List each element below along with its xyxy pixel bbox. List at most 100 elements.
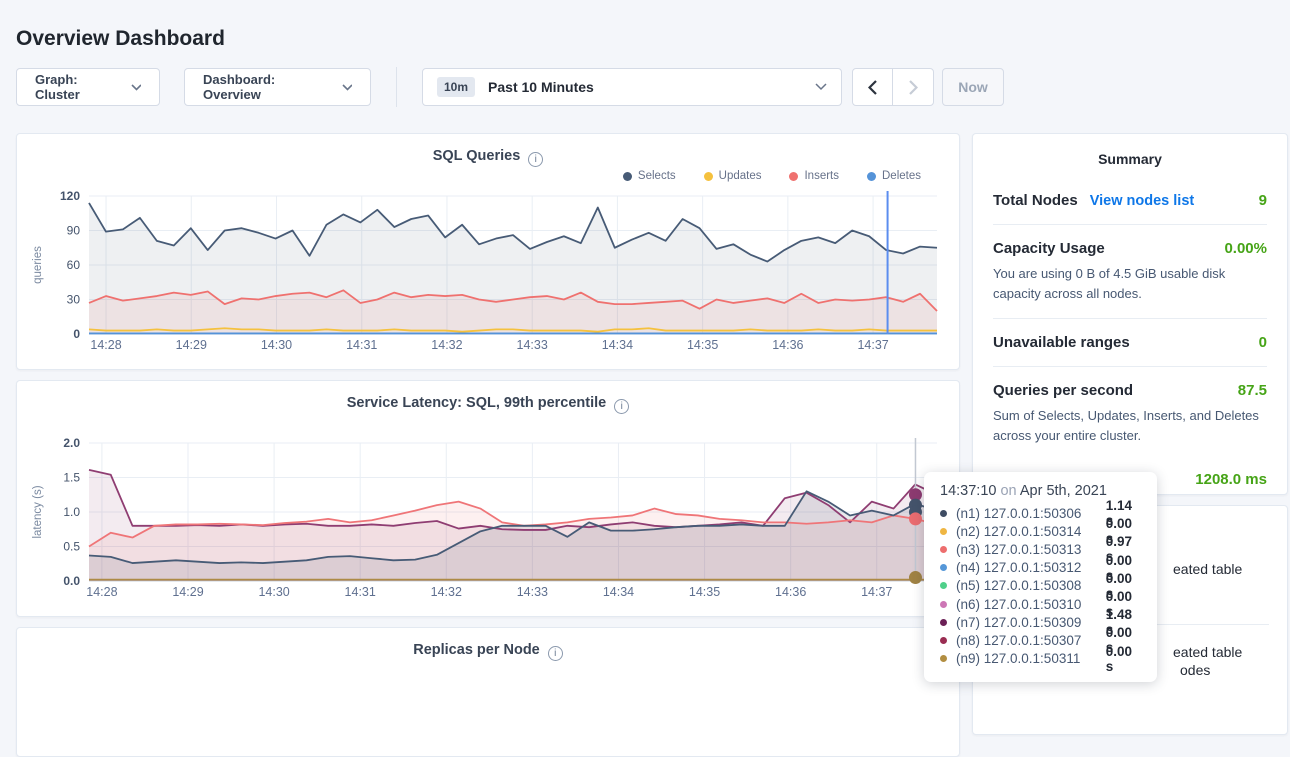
- svg-text:60: 60: [67, 258, 81, 272]
- sql-queries-card: SQL Queries i Selects Updates Inserts Delete…: [16, 133, 960, 370]
- chevron-down-icon: [131, 83, 141, 91]
- node-color-dot-icon: [940, 564, 947, 572]
- chart-hover-tooltip: 14:37:10 on Apr 5th, 2021 (n1) 127.0.0.1…: [924, 472, 1157, 682]
- summary-divider: [993, 318, 1267, 319]
- chevron-right-icon: [908, 79, 918, 95]
- tooltip-node-row: (n1) 127.0.0.1:50306 1.14 s: [940, 498, 1143, 528]
- summary-row-total-nodes: Total Nodes View nodes list 9: [993, 192, 1267, 209]
- svg-text:0.0: 0.0: [63, 574, 80, 588]
- legend-dot-icon: [867, 171, 876, 181]
- p99-latency-value: 1208.0 ms: [1195, 471, 1267, 488]
- replicas-per-node-card: Replicas per Node i: [16, 627, 960, 757]
- legend-item-deletes: Deletes: [867, 170, 921, 182]
- summary-row-qps: Queries per second 87.5: [993, 382, 1267, 399]
- graph-dropdown[interactable]: Graph: Cluster: [16, 68, 160, 106]
- tooltip-node-row: (n8) 127.0.0.1:50307 0.00 s: [940, 625, 1143, 655]
- svg-text:14:33: 14:33: [517, 338, 548, 352]
- tooltip-node-row: (n7) 127.0.0.1:50309 1.48 s: [940, 607, 1143, 637]
- summary-title: Summary: [1098, 151, 1162, 167]
- summary-divider: [993, 224, 1267, 225]
- dashboard-dropdown-label: Dashboard: Overview: [203, 72, 276, 102]
- svg-text:0.5: 0.5: [63, 540, 80, 554]
- replicas-title-row: Replicas per Node i: [17, 628, 959, 661]
- time-back-button[interactable]: [853, 69, 893, 105]
- svg-text:14:34: 14:34: [602, 338, 633, 352]
- tooltip-node-row: (n4) 127.0.0.1:50312 0.00 s: [940, 553, 1143, 583]
- svg-text:14:32: 14:32: [431, 585, 462, 599]
- summary-row-unavailable: Unavailable ranges 0: [993, 334, 1267, 351]
- node-color-dot-icon: [940, 545, 947, 553]
- summary-row-capacity: Capacity Usage 0.00%: [993, 240, 1267, 257]
- svg-text:120: 120: [60, 189, 80, 203]
- chevron-down-icon: [815, 83, 827, 91]
- total-nodes-label: Total Nodes: [993, 192, 1078, 209]
- sql-queries-title: SQL Queries: [432, 148, 521, 164]
- tooltip-node-row: (n2) 127.0.0.1:50314 0.00 s: [940, 516, 1143, 546]
- svg-text:14:29: 14:29: [172, 585, 203, 599]
- svg-text:0: 0: [73, 327, 80, 341]
- svg-text:1.5: 1.5: [63, 471, 80, 485]
- view-nodes-list-link[interactable]: View nodes list: [1089, 193, 1195, 209]
- svg-text:2.0: 2.0: [63, 436, 80, 450]
- tooltip-node-row: (n9) 127.0.0.1:50311 0.00 s: [940, 644, 1143, 674]
- total-nodes-value: 9: [1258, 192, 1267, 209]
- legend-dot-icon: [703, 171, 713, 181]
- time-range-badge: 10m: [437, 77, 476, 97]
- unavailable-ranges-value: 0: [1258, 334, 1267, 351]
- svg-text:14:32: 14:32: [431, 338, 462, 352]
- time-range-dropdown[interactable]: 10m Past 10 Minutes: [422, 68, 842, 106]
- svg-text:14:31: 14:31: [346, 338, 377, 352]
- event-item-fragment: odes: [1180, 662, 1211, 678]
- legend-item-selects: Selects: [622, 170, 676, 182]
- sql-legend: Selects Updates Inserts Deletes: [17, 166, 959, 186]
- svg-text:90: 90: [67, 224, 81, 238]
- node-color-dot-icon: [940, 600, 947, 608]
- svg-text:14:30: 14:30: [261, 338, 292, 352]
- svg-text:14:36: 14:36: [772, 338, 803, 352]
- svg-text:14:35: 14:35: [689, 585, 720, 599]
- replicas-title: Replicas per Node: [413, 642, 540, 658]
- info-icon[interactable]: i: [528, 152, 544, 167]
- unavailable-ranges-label: Unavailable ranges: [993, 334, 1130, 351]
- dashboard-dropdown[interactable]: Dashboard: Overview: [184, 68, 371, 106]
- node-color-dot-icon: [940, 527, 947, 535]
- time-range-label: Past 10 Minutes: [488, 79, 594, 95]
- graph-dropdown-label: Graph: Cluster: [35, 72, 80, 102]
- svg-text:14:29: 14:29: [176, 338, 207, 352]
- node-color-dot-icon: [940, 636, 947, 644]
- node-color-dot-icon: [940, 582, 947, 590]
- summary-panel: Summary Total Nodes View nodes list 9 Ca…: [972, 133, 1288, 495]
- node-color-dot-icon: [940, 618, 947, 626]
- tooltip-node-row: (n6) 127.0.0.1:50310 0.00 s: [940, 589, 1143, 619]
- capacity-usage-label: Capacity Usage: [993, 240, 1105, 257]
- svg-text:14:36: 14:36: [775, 585, 806, 599]
- svg-text:14:30: 14:30: [258, 585, 289, 599]
- node-color-dot-icon: [940, 509, 947, 517]
- tooltip-node-row: (n3) 127.0.0.1:50313 0.97 s: [940, 534, 1143, 564]
- service-latency-title: Service Latency: SQL, 99th percentile: [346, 395, 607, 411]
- svg-text:14:35: 14:35: [687, 338, 718, 352]
- svg-text:14:34: 14:34: [603, 585, 634, 599]
- legend-item-inserts: Inserts: [789, 170, 839, 182]
- service-latency-chart[interactable]: 14:28 14:29 14:30 14:31 14:32 14:33 14:34 14:35…: [25, 433, 953, 605]
- capacity-usage-desc: You are using 0 B of 4.5 GiB usable disk…: [993, 266, 1226, 301]
- legend-item-updates: Updates: [703, 170, 761, 182]
- svg-text:30: 30: [67, 293, 81, 307]
- node-color-dot-icon: [940, 655, 947, 663]
- chevron-left-icon: [868, 79, 877, 95]
- svg-text:latency (s): latency (s): [32, 485, 44, 538]
- svg-text:14:33: 14:33: [517, 585, 548, 599]
- now-button[interactable]: Now: [942, 68, 1004, 106]
- capacity-usage-value: 0.00%: [1224, 240, 1267, 257]
- time-forward-button[interactable]: [893, 69, 933, 105]
- svg-text:14:28: 14:28: [90, 338, 121, 352]
- qps-label: Queries per second: [993, 382, 1134, 399]
- svg-text:1.0: 1.0: [63, 505, 80, 519]
- sql-queries-title-row: SQL Queries i: [17, 134, 959, 167]
- info-icon[interactable]: i: [614, 399, 630, 414]
- sql-queries-chart[interactable]: 14:28 14:29 14:30 14:31 14:32 14:33 14:34 14:35…: [25, 186, 953, 358]
- toolbar: Graph: Cluster Dashboard: Overview 10m P…: [16, 67, 1004, 107]
- event-item-fragment: eated table: [1173, 561, 1243, 577]
- qps-value: 87.5: [1237, 382, 1267, 399]
- info-icon[interactable]: i: [547, 646, 563, 661]
